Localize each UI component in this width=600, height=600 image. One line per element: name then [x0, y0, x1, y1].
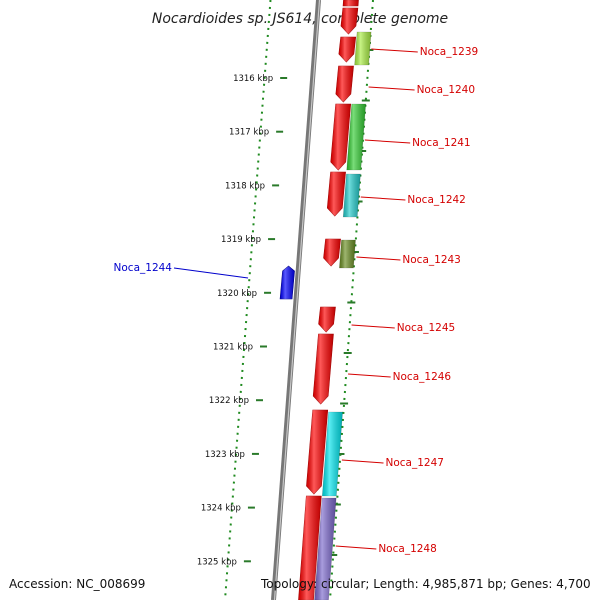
- gene-label-leader: [335, 545, 377, 550]
- gene-label-leader: [341, 459, 384, 464]
- scale-tick-label: 1324 kbp: [201, 504, 241, 514]
- cds-arrow-shade: [313, 334, 334, 404]
- topology-text: Topology: circular; Length: 4,985,871 bp…: [261, 577, 591, 591]
- feature-box-shade: [346, 104, 366, 170]
- gene-label-noca_1243[interactable]: Noca_1243: [402, 254, 460, 266]
- gene-label-leader: [368, 86, 415, 91]
- scale-tick-label: 1320 kbp: [217, 289, 257, 299]
- scale-tick-label: 1319 kbp: [221, 235, 261, 245]
- gene-label-noca_1241[interactable]: Noca_1241: [412, 137, 470, 149]
- cds-arrow-shade: [318, 307, 336, 332]
- scale-tick-label: 1316 kbp: [233, 74, 273, 84]
- cds-arrow-shade: [323, 239, 341, 266]
- label-layer: Noca_1239 Noca_1240 Noca_1241 Noca_1242 Noca…: [114, 46, 479, 555]
- gene-label-leader: [351, 324, 395, 329]
- map-title: Nocardioides sp. JS614, complete genome: [152, 11, 448, 27]
- feature-box-shade: [343, 174, 361, 217]
- cds-arrow-shade: [330, 104, 351, 170]
- cds-arrow-shade: [306, 410, 328, 494]
- gene-label-leader: [356, 256, 401, 261]
- scale-tick-label: 1322 kbp: [209, 396, 249, 406]
- cds-arrow-shade: [327, 172, 346, 216]
- genome-backbone-highlight: [273, 0, 321, 600]
- scale-tick-label: 1317 kbp: [229, 128, 269, 138]
- gene-layer: [279, 0, 372, 600]
- gene-label-leader: [364, 139, 411, 144]
- scale-tick-label: 1321 kbp: [213, 343, 253, 353]
- track-layer: 1316 kbp 1317 kbp 1318 kbp 1319 kbp 1320 kbp…: [197, 0, 374, 600]
- cds-arrow-shade: [298, 496, 322, 600]
- reverse-gene-shade: [280, 266, 295, 299]
- gene-label-noca_1239[interactable]: Noca_1239: [420, 46, 478, 58]
- cds-arrow-shade: [338, 37, 356, 62]
- gene-label-leader: [371, 48, 418, 53]
- genome-backbone: [271, 0, 321, 600]
- accession-text: Accession: NC_008699: [9, 577, 146, 591]
- gene-label-noca_1244[interactable]: Noca_1244: [114, 262, 173, 274]
- gene-label-leader: [173, 267, 249, 279]
- cds-arrow-shade: [343, 0, 359, 6]
- gene-label-noca_1246[interactable]: Noca_1246: [393, 371, 452, 383]
- gene-label-noca_1245[interactable]: Noca_1245: [397, 322, 455, 334]
- gene-label-noca_1242[interactable]: Noca_1242: [407, 194, 465, 206]
- feature-box-shade: [354, 32, 372, 65]
- scale-tick-label: 1318 kbp: [225, 181, 265, 191]
- feature-box-shade: [314, 498, 337, 600]
- feature-box-shade: [339, 240, 356, 268]
- gene-label-leader: [348, 373, 391, 378]
- gene-label-noca_1248[interactable]: Noca_1248: [378, 543, 436, 555]
- feature-box-shade: [322, 412, 343, 496]
- gene-label-noca_1240[interactable]: Noca_1240: [417, 84, 475, 96]
- scale-tick-label: 1323 kbp: [205, 450, 245, 460]
- cds-arrow-shade: [340, 8, 358, 34]
- cds-arrow-shade: [335, 66, 354, 102]
- scale-tick-label: 1325 kbp: [197, 557, 237, 567]
- gene-label-noca_1247[interactable]: Noca_1247: [386, 457, 444, 469]
- gene-label-leader: [360, 196, 406, 201]
